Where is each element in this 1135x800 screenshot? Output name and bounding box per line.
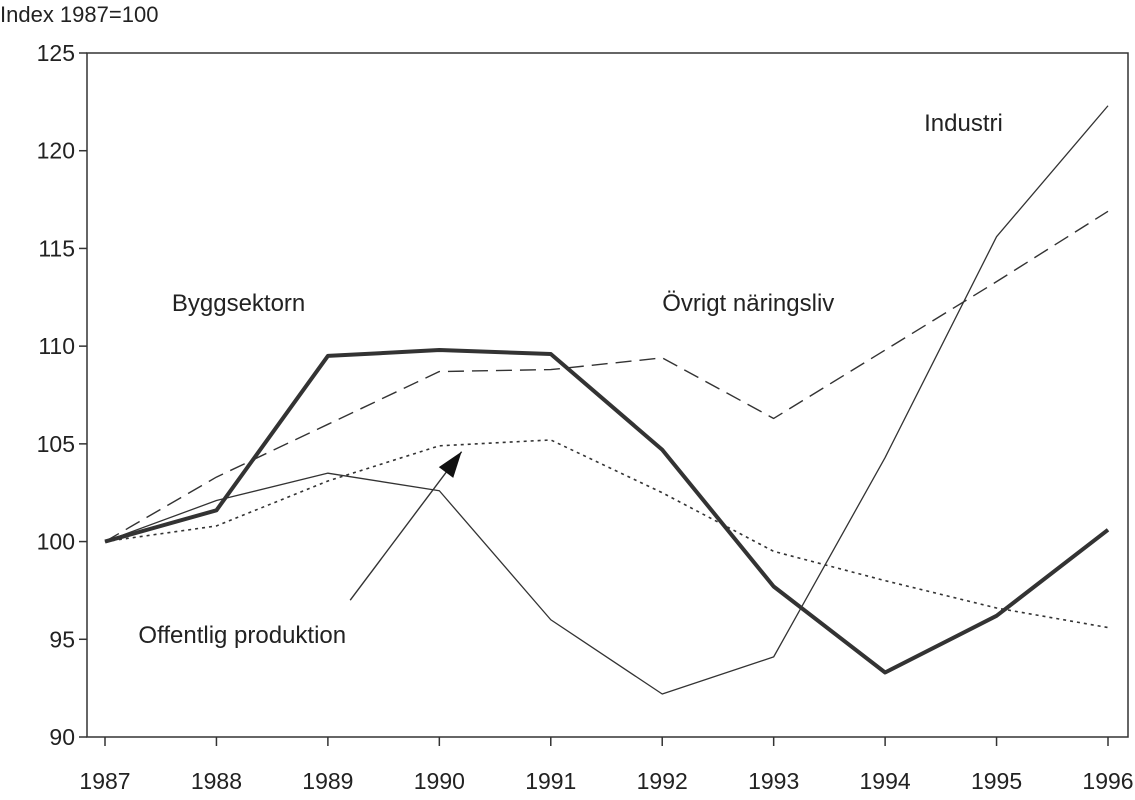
- x-tick-label: 1990: [414, 768, 465, 794]
- y-tick-label: 120: [37, 138, 75, 164]
- x-tick-label: 1988: [191, 768, 242, 794]
- annotation-arrow-line: [349, 451, 463, 601]
- y-tick-label: 125: [37, 40, 75, 66]
- x-tick-label: 1992: [637, 768, 688, 794]
- x-tick-label: 1996: [1082, 768, 1133, 794]
- x-ticks: 1987 1988 1989 1990 1991 1992 1993 1994 1995 1996: [79, 737, 1134, 794]
- y-tick-label: 110: [38, 333, 75, 359]
- y-tick-label: 95: [49, 626, 75, 652]
- series-label: Industri: [924, 110, 1003, 137]
- series-lines: [104, 105, 1110, 695]
- x-tick-label: 1987: [79, 768, 130, 794]
- y-tick-label: 105: [37, 431, 75, 457]
- x-tick-label: 1994: [860, 768, 911, 794]
- series-labels: Byggsektorn Industri Övrigt näringsliv Offe…: [138, 110, 1002, 649]
- series-line-offentlig-produktion: [104, 439, 1109, 629]
- series-label: Övrigt näringsliv: [662, 290, 834, 317]
- x-tick-label: 1993: [748, 768, 799, 794]
- series-line--vrigt-n-ringsliv: [104, 210, 1109, 543]
- y-axis-label: Index 1987=100: [0, 2, 158, 27]
- series-label: Offentlig produktion: [138, 622, 346, 649]
- series-line-industri: [104, 105, 1109, 695]
- x-tick-label: 1989: [302, 768, 353, 794]
- y-tick-label: 90: [49, 724, 75, 750]
- arrowhead-icon: [438, 451, 462, 478]
- x-tick-label: 1995: [971, 768, 1022, 794]
- x-tick-label: 1991: [525, 768, 576, 794]
- axes: [86, 52, 1129, 738]
- series-label: Byggsektorn: [172, 290, 305, 317]
- series-line-byggsektorn: [104, 348, 1110, 675]
- y-ticks: 90 95 100 105 110 115 120 125: [37, 40, 87, 750]
- plot-frame: [86, 52, 1129, 738]
- y-tick-label: 100: [37, 529, 75, 555]
- y-tick-label: 115: [38, 235, 75, 261]
